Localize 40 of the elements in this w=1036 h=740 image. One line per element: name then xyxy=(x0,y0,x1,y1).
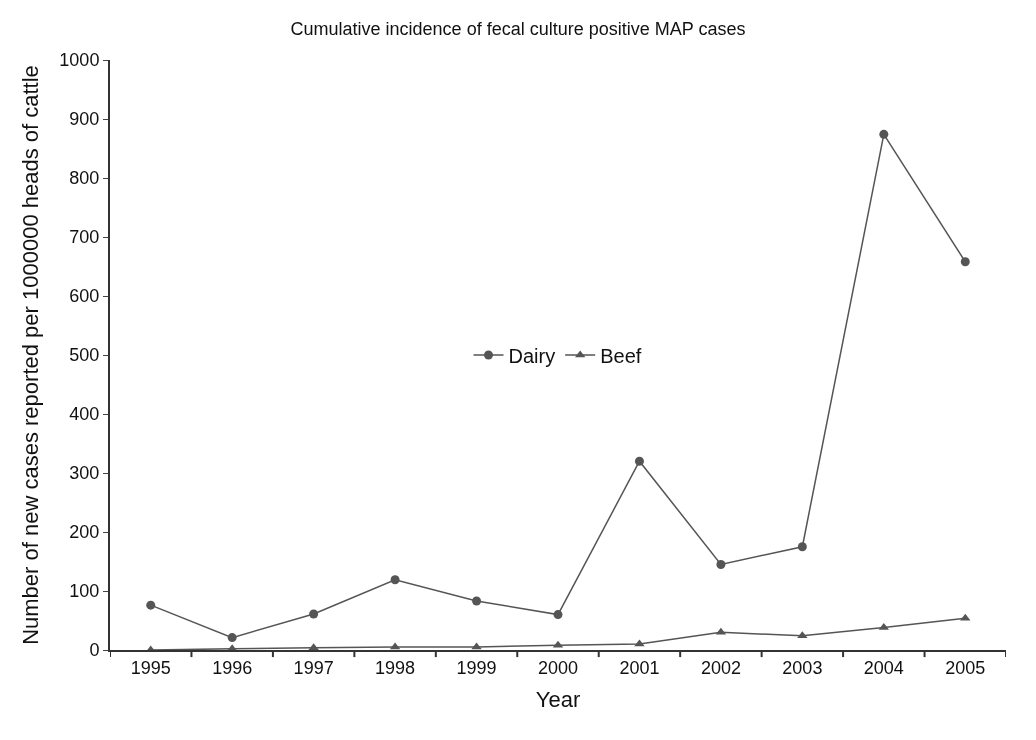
x-tick-label: 1997 xyxy=(293,657,334,678)
x-tick-label: 1998 xyxy=(375,657,416,678)
y-tick-label: 0 xyxy=(89,640,100,661)
x-tick-label: 2004 xyxy=(863,657,904,678)
x-tick-label: 1999 xyxy=(456,657,497,678)
legend-label: Dairy xyxy=(508,344,556,367)
chart-title: Cumulative incidence of fecal culture positive MAP cases xyxy=(290,18,746,39)
x-tick-label: 2000 xyxy=(537,657,579,678)
point xyxy=(309,609,319,619)
legend-label: Beef xyxy=(600,344,642,367)
y-tick-label: 400 xyxy=(69,404,100,425)
point xyxy=(390,575,400,585)
point xyxy=(471,642,482,650)
y-tick-label: 800 xyxy=(69,168,100,189)
y-tick-label: 600 xyxy=(69,286,100,307)
point xyxy=(553,610,563,620)
y-tick-label: 300 xyxy=(69,463,100,484)
point xyxy=(797,631,808,639)
point xyxy=(797,542,807,552)
x-tick-label: 2003 xyxy=(782,657,823,678)
point xyxy=(716,559,726,569)
x-axis-title: Year xyxy=(535,687,581,712)
y-tick-label: 100 xyxy=(69,581,100,602)
y-tick-label: 200 xyxy=(69,522,100,543)
point xyxy=(879,129,889,139)
y-tick-label: 1000 xyxy=(59,50,100,71)
y-tick-label: 900 xyxy=(69,109,100,130)
x-tick-label: 1996 xyxy=(212,657,253,678)
point xyxy=(472,596,482,606)
point xyxy=(960,257,970,267)
point xyxy=(146,600,156,610)
x-tick-label: 1995 xyxy=(130,657,171,678)
y-tick-label: 700 xyxy=(69,227,100,248)
x-tick-label: 2005 xyxy=(945,657,986,678)
point xyxy=(227,633,237,643)
y-axis-title: Number of new cases reported per 1000000 heads of cattle xyxy=(17,65,43,645)
y-tick-label: 500 xyxy=(69,345,100,366)
x-tick-label: 2002 xyxy=(700,657,741,678)
x-tick-label: 2001 xyxy=(619,657,660,678)
point xyxy=(634,456,644,466)
